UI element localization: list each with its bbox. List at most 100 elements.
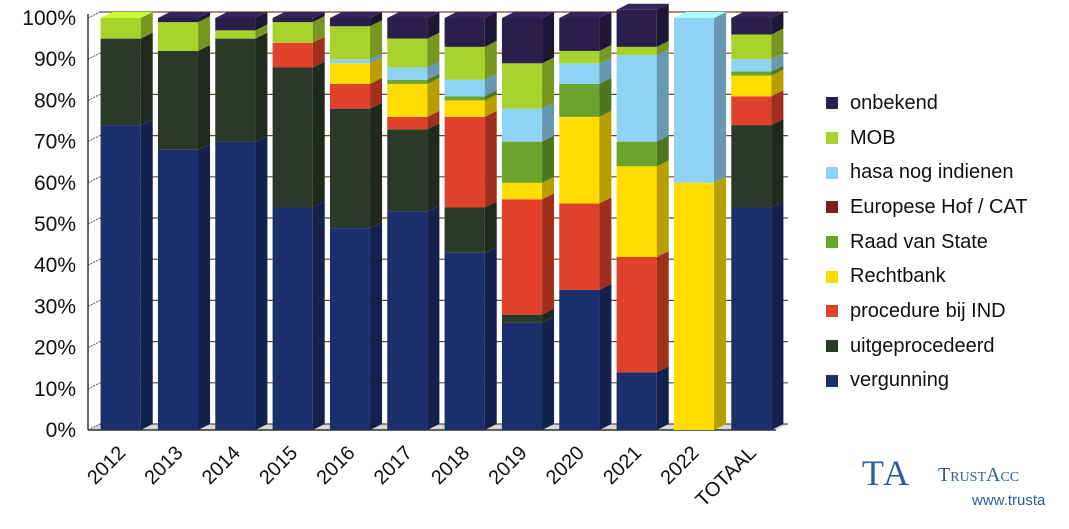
y-axis-tick-labels: 0% 10% 20% 30% 40% 50% 60% 70% 80% 90% 100% (22, 7, 76, 442)
bar-segment (387, 18, 428, 39)
legend-item-procedure-bij-ind: procedure bij IND (826, 294, 1069, 329)
bar-segment (329, 63, 371, 84)
bar-segment (387, 83, 428, 117)
bar-segment (673, 18, 715, 183)
x-category-label: 2014 (198, 442, 245, 489)
bar-segment (559, 63, 600, 84)
bar-segment (501, 199, 543, 315)
legend-swatch (826, 340, 838, 353)
legend-swatch (826, 305, 838, 318)
bar-segment-side (542, 308, 555, 323)
y-tick-label: 20% (34, 337, 76, 360)
bar-top (329, 12, 383, 18)
bar-segment (387, 129, 428, 212)
legend-item-uitgeprocedeerd: uitgeprocedeerd (826, 329, 1069, 364)
stacked-bar-chart: 0%10%20%30%40%50%60%70%80%90%100% 2012 20… (22, 3, 788, 511)
bar-segment-side (484, 246, 497, 430)
bar-segment-side (771, 53, 784, 72)
bar-segment (272, 67, 313, 208)
grid-line-side (87, 258, 101, 266)
bar-segment (559, 18, 600, 51)
bar-segment (272, 22, 313, 43)
bar-segment (731, 18, 772, 35)
bar-segment-side (656, 250, 669, 373)
bar-segment (731, 96, 772, 126)
bar-segment-side (427, 61, 440, 80)
legend-item-raad-van-state: Raad van State (826, 225, 1069, 260)
bar-segment-side (542, 102, 555, 142)
bar-segment (501, 18, 543, 64)
bar-top (673, 12, 727, 18)
legend-swatch (826, 374, 838, 387)
x-category-label: 2012 (83, 442, 130, 489)
bar-segment (329, 18, 371, 27)
bar-segment (215, 38, 256, 142)
bar-segment (387, 116, 428, 130)
legend-label: vergunning (850, 369, 949, 392)
bar-segment-side (484, 94, 497, 117)
bar-segment-side (771, 90, 784, 126)
bar-segment (444, 18, 485, 47)
bar-segment (731, 125, 772, 208)
bar-segment-side (656, 3, 669, 47)
bar-segment (444, 207, 485, 253)
legend-swatch (826, 201, 838, 214)
bar-segment-side (140, 119, 153, 431)
bar-segment (157, 50, 199, 150)
bar-segment-side (656, 40, 669, 56)
bar-segment (387, 38, 428, 68)
bar-top (444, 12, 497, 18)
bar-segment (501, 108, 543, 142)
x-category-label: 2020 (542, 442, 589, 489)
grid-line-side (87, 341, 101, 349)
bar-segment-side (198, 143, 211, 430)
y-tick-label: 80% (34, 89, 76, 112)
bar-segment (444, 96, 485, 101)
bar-top (272, 12, 325, 18)
bar-top (157, 12, 211, 18)
bar-segment-side (370, 102, 383, 229)
bar-segment (100, 18, 141, 39)
bar-segment (501, 63, 543, 109)
bar-segment (616, 166, 657, 257)
bar-top (616, 3, 669, 10)
trustacc-logo: TA TrustAcc www.trusta (862, 452, 1069, 522)
legend-item-europese-hof-cat: Europese Hof / CAT (826, 190, 1069, 225)
bar-segment-side (140, 12, 153, 39)
legend-label: procedure bij IND (850, 299, 1006, 322)
bar-segment (444, 116, 485, 208)
bar-segment-side (771, 12, 784, 35)
legend-label: onbekend (850, 91, 938, 114)
bar-segment-side (370, 77, 383, 109)
bar-segment-side (599, 77, 612, 117)
bar-segment-side (484, 90, 497, 101)
bar-segment (616, 372, 657, 430)
bar-segment (444, 100, 485, 117)
bar-segment-side (312, 36, 325, 68)
grid-line-side (87, 93, 101, 101)
logo-url: www.trusta (972, 492, 1046, 509)
bar-segment-side (370, 53, 383, 64)
bar-segment-side (198, 12, 211, 23)
legend-swatch (826, 270, 838, 283)
bar-top (100, 12, 153, 18)
bar-segment-side (427, 77, 440, 117)
bar-segment-side (484, 201, 497, 253)
y-tick-label: 40% (34, 254, 76, 277)
x-category-label: 2013 (141, 442, 188, 489)
bar-segment (731, 207, 772, 430)
legend-swatch (826, 97, 838, 110)
bar-segment-side (599, 12, 612, 51)
x-category-label: 2022 (657, 442, 704, 489)
bar-top (731, 12, 784, 18)
legend-label: uitgeprocedeerd (850, 334, 995, 357)
bar-segment-side (427, 32, 440, 68)
bar-segment-side (599, 110, 612, 204)
bar-segment (731, 59, 772, 72)
bar-segment (731, 71, 772, 76)
bar-segment (616, 46, 657, 56)
bar-segment-side (198, 44, 211, 150)
bar-segment-side (370, 12, 383, 27)
bar-segment (616, 141, 657, 167)
bar-segment-side (771, 119, 784, 208)
